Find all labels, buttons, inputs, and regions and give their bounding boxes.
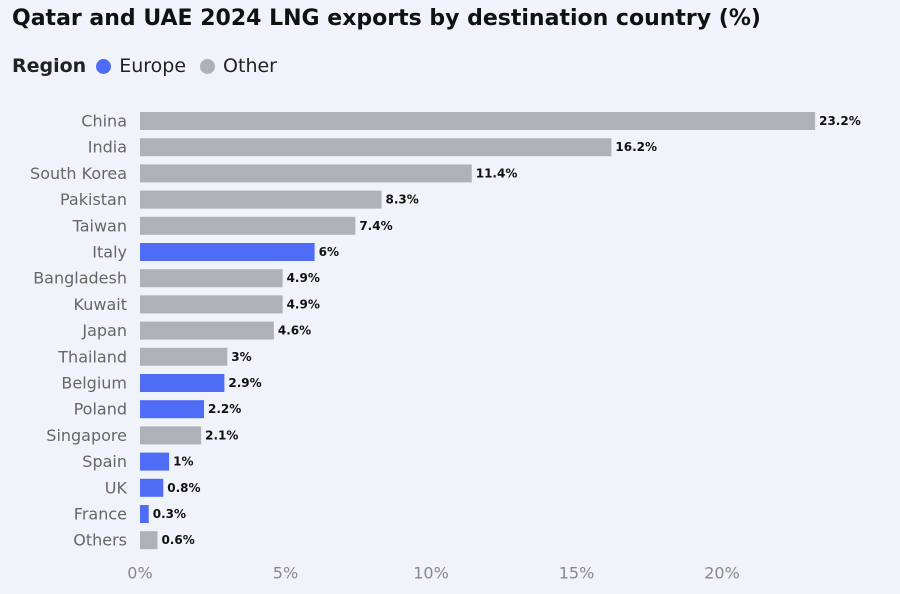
bar-india[interactable] (140, 138, 612, 157)
bar-poland[interactable] (140, 400, 205, 419)
legend-title: Region (12, 55, 87, 77)
value-label-thailand: 3% (231, 350, 251, 364)
category-label-spain: Spain (82, 452, 127, 471)
category-label-kuwait: Kuwait (74, 295, 127, 314)
legend-label-europe: Europe (119, 55, 187, 77)
x-tick-label-10: 10% (413, 564, 449, 583)
value-label-kuwait: 4.9% (287, 297, 320, 311)
bar-italy[interactable] (140, 243, 315, 261)
x-tick-label-5: 5% (273, 564, 298, 583)
value-label-south-korea: 11.4% (476, 166, 518, 180)
bar-china[interactable] (140, 112, 816, 130)
bar-taiwan[interactable] (140, 216, 356, 235)
bar-thailand[interactable] (140, 347, 228, 366)
value-label-china: 23.2% (819, 114, 861, 128)
bar-singapore[interactable] (140, 426, 202, 445)
bar-kuwait[interactable] (140, 295, 283, 314)
category-label-china: China (81, 112, 127, 131)
category-label-india: India (88, 138, 127, 157)
category-label-south-korea: South Korea (30, 164, 127, 183)
bar-south-korea[interactable] (140, 164, 472, 183)
value-label-india: 16.2% (615, 140, 657, 154)
legend-swatch-europe (96, 58, 112, 74)
value-label-uk: 0.8% (167, 481, 200, 495)
legend: Region Europe Other (12, 54, 291, 78)
x-tick-label-15: 15% (559, 564, 595, 583)
legend-swatch-other (200, 58, 216, 74)
category-label-france: France (74, 505, 127, 524)
bar-uk[interactable] (140, 478, 164, 497)
legend-item-europe[interactable]: Europe (96, 55, 186, 77)
category-label-belgium: Belgium (61, 374, 127, 393)
value-label-italy: 6% (319, 245, 339, 259)
category-label-japan: Japan (81, 321, 127, 340)
bar-japan[interactable] (140, 321, 274, 340)
value-label-singapore: 2.1% (205, 428, 238, 442)
bar-pakistan[interactable] (140, 190, 382, 209)
value-label-pakistan: 8.3% (386, 193, 419, 207)
category-label-singapore: Singapore (46, 426, 127, 445)
category-label-thailand: Thailand (57, 347, 127, 366)
category-label-bangladesh: Bangladesh (33, 269, 127, 288)
category-label-poland: Poland (74, 400, 127, 419)
legend-item-other[interactable]: Other (200, 55, 277, 77)
value-label-france: 0.3% (153, 507, 186, 521)
category-label-others: Others (73, 531, 127, 550)
bar-belgium[interactable] (140, 374, 225, 392)
category-label-italy: Italy (92, 243, 127, 262)
bar-bangladesh[interactable] (140, 269, 283, 288)
category-label-taiwan: Taiwan (72, 216, 127, 235)
category-label-uk: UK (105, 478, 128, 497)
value-label-poland: 2.2% (208, 402, 241, 416)
bar-spain[interactable] (140, 452, 170, 471)
value-label-japan: 4.6% (278, 324, 311, 338)
category-label-pakistan: Pakistan (60, 190, 127, 209)
value-label-spain: 1% (173, 455, 193, 469)
value-label-taiwan: 7.4% (359, 219, 392, 233)
x-tick-label-20: 20% (704, 564, 740, 583)
x-tick-label-0: 0% (127, 564, 152, 583)
value-label-belgium: 2.9% (228, 376, 261, 390)
legend-label-other: Other (223, 55, 277, 77)
chart-title: Qatar and UAE 2024 LNG exports by destin… (12, 6, 761, 31)
value-label-others: 0.6% (161, 533, 194, 547)
bar-france[interactable] (140, 505, 149, 523)
bar-others[interactable] (140, 531, 158, 550)
value-label-bangladesh: 4.9% (287, 271, 320, 285)
